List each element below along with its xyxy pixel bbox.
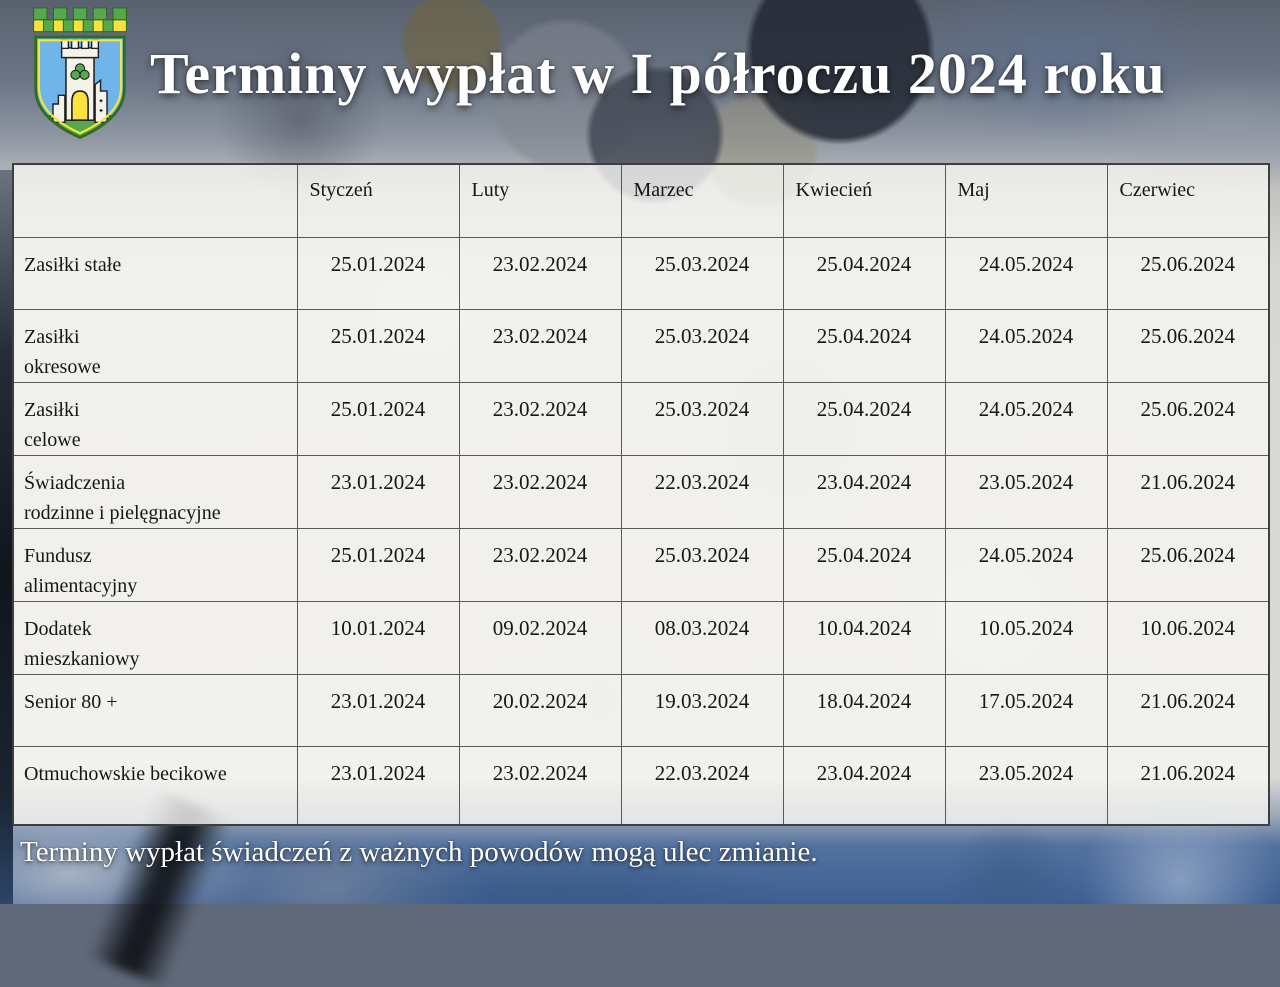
- column-header-april: Kwiecień: [782, 163, 946, 238]
- date-cell: 25.03.2024: [620, 308, 784, 383]
- date-cell: 25.06.2024: [1106, 381, 1270, 456]
- date-cell: 23.01.2024: [296, 454, 460, 529]
- row-label: Świadczenia rodzinne i pielęgnacyjne: [12, 454, 298, 529]
- row-label: Otmuchowskie becikowe: [12, 745, 298, 826]
- date-cell: 20.02.2024: [458, 673, 622, 747]
- date-cell: 24.05.2024: [944, 527, 1108, 602]
- date-cell: 24.05.2024: [944, 308, 1108, 383]
- date-cell: 10.01.2024: [296, 600, 460, 675]
- date-cell: 23.02.2024: [458, 454, 622, 529]
- otmuchow-coat-of-arms: [26, 6, 134, 148]
- payment-schedule-table: Styczeń Luty Marzec Kwiecień Maj Czerwie…: [12, 163, 1270, 826]
- date-cell: 23.02.2024: [458, 236, 622, 310]
- table-row: Senior 80 + 23.01.2024 20.02.2024 19.03.…: [12, 673, 1270, 747]
- date-cell: 25.04.2024: [782, 236, 946, 310]
- footer-note: Terminy wypłat świadczeń z ważnych powod…: [20, 836, 818, 868]
- date-cell: 23.04.2024: [782, 454, 946, 529]
- date-cell: 23.02.2024: [458, 381, 622, 456]
- table-row: Fundusz alimentacyjny 25.01.2024 23.02.2…: [12, 527, 1270, 602]
- date-cell: 21.06.2024: [1106, 454, 1270, 529]
- table-row: Zasiłki stałe 25.01.2024 23.02.2024 25.0…: [12, 236, 1270, 310]
- table-row: Otmuchowskie becikowe 23.01.2024 23.02.2…: [12, 745, 1270, 826]
- date-cell: 17.05.2024: [944, 673, 1108, 747]
- table-row: Świadczenia rodzinne i pielęgnacyjne 23.…: [12, 454, 1270, 529]
- date-cell: 25.03.2024: [620, 527, 784, 602]
- date-cell: 25.03.2024: [620, 381, 784, 456]
- date-cell: 23.01.2024: [296, 745, 460, 826]
- date-cell: 25.06.2024: [1106, 308, 1270, 383]
- date-cell: 25.01.2024: [296, 236, 460, 310]
- column-header-march: Marzec: [620, 163, 784, 238]
- date-cell: 24.05.2024: [944, 381, 1108, 456]
- date-cell: 25.03.2024: [620, 236, 784, 310]
- date-cell: 19.03.2024: [620, 673, 784, 747]
- date-cell: 23.02.2024: [458, 745, 622, 826]
- table-row: Zasiłki celowe 25.01.2024 23.02.2024 25.…: [12, 381, 1270, 456]
- row-label: Zasiłki stałe: [12, 236, 298, 310]
- date-cell: 25.06.2024: [1106, 236, 1270, 310]
- row-label: Dodatek mieszkaniowy: [12, 600, 298, 675]
- corner-empty-cell: [12, 163, 298, 238]
- date-cell: 25.06.2024: [1106, 527, 1270, 602]
- row-label: Fundusz alimentacyjny: [12, 527, 298, 602]
- table-header-row: Styczeń Luty Marzec Kwiecień Maj Czerwie…: [12, 163, 1270, 238]
- date-cell: 25.01.2024: [296, 527, 460, 602]
- date-cell: 23.02.2024: [458, 527, 622, 602]
- table-row: Zasiłki okresowe 25.01.2024 23.02.2024 2…: [12, 308, 1270, 383]
- background-left-shadow: [0, 170, 13, 904]
- date-cell: 10.06.2024: [1106, 600, 1270, 675]
- table-body: Zasiłki stałe 25.01.2024 23.02.2024 25.0…: [12, 236, 1270, 826]
- date-cell: 08.03.2024: [620, 600, 784, 675]
- date-cell: 22.03.2024: [620, 454, 784, 529]
- column-header-january: Styczeń: [296, 163, 460, 238]
- coat-of-arms-icon: [33, 7, 127, 140]
- date-cell: 10.05.2024: [944, 600, 1108, 675]
- date-cell: 09.02.2024: [458, 600, 622, 675]
- date-cell: 22.03.2024: [620, 745, 784, 826]
- date-cell: 25.04.2024: [782, 381, 946, 456]
- date-cell: 18.04.2024: [782, 673, 946, 747]
- date-cell: 23.04.2024: [782, 745, 946, 826]
- date-cell: 25.01.2024: [296, 381, 460, 456]
- date-cell: 23.02.2024: [458, 308, 622, 383]
- date-cell: 25.01.2024: [296, 308, 460, 383]
- column-header-may: Maj: [944, 163, 1108, 238]
- column-header-june: Czerwiec: [1106, 163, 1270, 238]
- column-header-february: Luty: [458, 163, 622, 238]
- date-cell: 23.01.2024: [296, 673, 460, 747]
- date-cell: 21.06.2024: [1106, 673, 1270, 747]
- date-cell: 25.04.2024: [782, 308, 946, 383]
- row-label: Zasiłki celowe: [12, 381, 298, 456]
- row-label: Senior 80 +: [12, 673, 298, 747]
- date-cell: 23.05.2024: [944, 745, 1108, 826]
- table-row: Dodatek mieszkaniowy 10.01.2024 09.02.20…: [12, 600, 1270, 675]
- date-cell: 24.05.2024: [944, 236, 1108, 310]
- date-cell: 25.04.2024: [782, 527, 946, 602]
- date-cell: 21.06.2024: [1106, 745, 1270, 826]
- date-cell: 23.05.2024: [944, 454, 1108, 529]
- row-label: Zasiłki okresowe: [12, 308, 298, 383]
- date-cell: 10.04.2024: [782, 600, 946, 675]
- page-title: Terminy wypłat w I półroczu 2024 roku: [150, 41, 1166, 106]
